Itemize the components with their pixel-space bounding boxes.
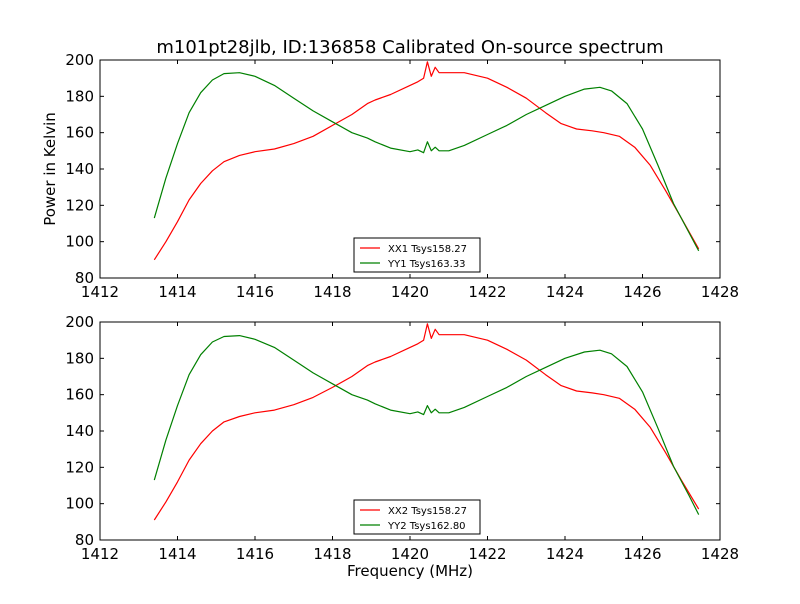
- x-tick-label: 1426: [623, 545, 661, 563]
- legend-label: YY1 Tsys163.33: [387, 259, 466, 270]
- y-tick-label: 180: [65, 349, 94, 367]
- chart-panel-1: 1412 1414 1416 1418 1420 1422 1424 1426 1428 80 10…: [65, 51, 739, 301]
- chart-panel-2: 1412 1414 1416 1418 1420 1422 1424 1426 1428 80 10…: [65, 313, 739, 563]
- legend: XX1 Tsys158.27 YY1 Tsys163.33: [353, 237, 481, 273]
- y-tick-label: 120: [65, 196, 94, 214]
- x-tick-label: 1422: [468, 283, 506, 301]
- y-tick-label: 120: [65, 458, 94, 476]
- y-tick-label: 160: [65, 124, 94, 142]
- legend-label: YY2 Tsys162.80: [387, 521, 466, 532]
- legend-label: XX2 Tsys158.27: [388, 506, 467, 517]
- y-tick-label: 160: [65, 386, 94, 404]
- x-tick-label: 1418: [313, 545, 351, 563]
- y-tick-label: 200: [65, 51, 94, 69]
- y-tick-label: 140: [65, 160, 94, 178]
- x-tick-label: 1428: [701, 545, 739, 563]
- y-tick-label: 200: [65, 313, 94, 331]
- x-axis-label: Frequency (MHz): [347, 562, 473, 580]
- x-tick-label: 1416: [236, 545, 274, 563]
- legend-box: [353, 237, 481, 273]
- y-tick-label: 100: [65, 495, 94, 513]
- series-line-2-2: [153, 335, 700, 515]
- y-tick-label: 180: [65, 87, 94, 105]
- y-tick-label: 140: [65, 422, 94, 440]
- x-tick-label: 1424: [546, 283, 584, 301]
- x-tick-label: 1412: [81, 283, 119, 301]
- x-tick-label: 1412: [81, 545, 119, 563]
- x-tick-label: 1428: [701, 283, 739, 301]
- x-tick-label: 1426: [623, 283, 661, 301]
- x-tick-label: 1422: [468, 545, 506, 563]
- x-tick-label: 1416: [236, 283, 274, 301]
- series-line-1-2: [153, 72, 700, 252]
- x-tick-label: 1424: [546, 545, 584, 563]
- x-tick-label: 1420: [391, 283, 429, 301]
- series-line-1-1: [153, 61, 700, 261]
- chart-panels: 1412 1414 1416 1418 1420 1422 1424 1426 1428 80 10…: [65, 51, 739, 563]
- chart-title: m101pt28jlb, ID:136858 Calibrated On-sou…: [156, 37, 663, 58]
- y-axis-label: Power in Kelvin: [41, 112, 59, 226]
- x-tick-label: 1420: [391, 545, 429, 563]
- series-line-2-1: [153, 323, 700, 521]
- x-tick-label: 1414: [158, 545, 196, 563]
- legend: XX2 Tsys158.27 YY2 Tsys162.80: [353, 499, 481, 535]
- y-tick-label: 80: [75, 531, 94, 549]
- y-tick-label: 80: [75, 269, 94, 287]
- x-tick-label: 1414: [158, 283, 196, 301]
- x-tick-label: 1418: [313, 283, 351, 301]
- legend-box: [353, 499, 481, 535]
- y-tick-label: 100: [65, 233, 94, 251]
- legend-label: XX1 Tsys158.27: [388, 244, 467, 255]
